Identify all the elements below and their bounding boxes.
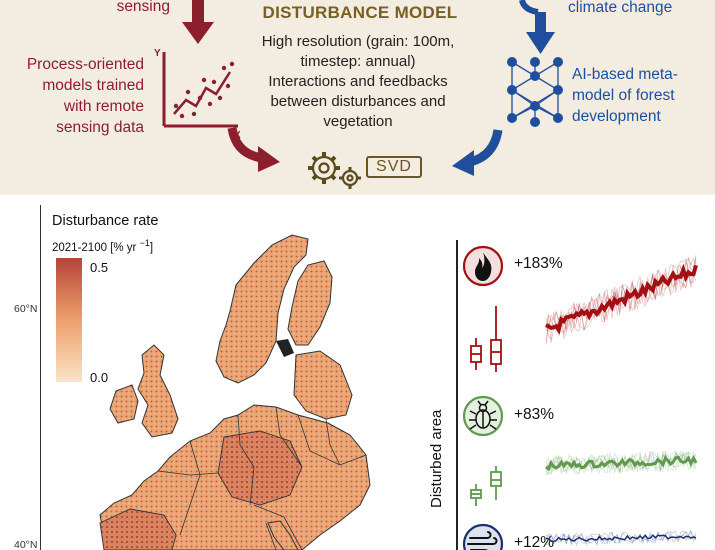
bark-beetle-icon <box>462 395 504 437</box>
latitude-60-label: 60°N <box>14 303 38 315</box>
country-borders <box>157 406 367 550</box>
region-britain <box>137 344 179 438</box>
series-sample-line <box>545 450 697 476</box>
region-iberia <box>99 508 177 550</box>
region-finland <box>287 260 333 346</box>
left-top-fragment: sensing <box>116 0 170 15</box>
gear-icon <box>308 152 361 189</box>
legend-title: Disturbance rate <box>52 213 159 229</box>
center-description: High resolution (grain: 100m, timestep: … <box>240 32 476 132</box>
center-line: Interactions and feedbacks <box>268 73 448 90</box>
wind-icon <box>462 523 504 550</box>
right-top-fragment: climate change <box>568 0 673 16</box>
region-scandinavia <box>215 234 309 384</box>
center-title: DISTURBANCE MODEL <box>262 3 458 22</box>
europe-disturbance-map <box>40 205 371 550</box>
left-label-line: with remote <box>63 98 144 115</box>
left-label: Process-oriented models trained with rem… <box>12 54 144 138</box>
arrow-down-icon <box>182 0 214 44</box>
legend-colorbar <box>56 258 82 382</box>
curved-arrow-icon <box>452 129 503 176</box>
series-sample-line <box>545 451 697 475</box>
center-line: vegetation <box>323 113 393 130</box>
y-axis-line <box>456 240 458 550</box>
series-sample-line <box>545 530 697 546</box>
wind-change: +12% <box>514 534 555 550</box>
boxplot-icon <box>470 466 502 506</box>
right-label-line: AI-based meta- <box>572 66 678 83</box>
svd-logo-text: SVD <box>376 158 412 175</box>
model-overview-panel <box>0 0 715 195</box>
legend-subtitle-close: ] <box>149 241 154 254</box>
series-sample-line <box>545 530 697 547</box>
wind-series <box>545 529 697 547</box>
gulf-of-bothnia <box>276 339 294 357</box>
legend-max: 0.5 <box>90 260 109 275</box>
fire-change: +183% <box>514 255 563 272</box>
curved-arrow-icon <box>227 127 280 172</box>
region-italy <box>267 520 299 550</box>
legend-subtitle-sup: −1 <box>139 238 150 248</box>
svd-logo: SVD <box>366 156 422 178</box>
legend-min: 0.0 <box>90 370 109 385</box>
right-label-line: development <box>572 108 661 125</box>
center-line: between disturbances and <box>270 93 446 110</box>
region-central <box>217 430 303 506</box>
right-label: AI-based meta- model of forest developme… <box>572 64 712 127</box>
legend-subtitle-text: 2021-2100 [% yr <box>52 241 140 254</box>
right-label-line: model of forest <box>572 87 675 104</box>
series-mean-line <box>545 454 698 472</box>
region-baltic <box>293 350 353 420</box>
disturbance-time-series <box>545 254 698 547</box>
disturbed-area-axis-label: Disturbed area <box>428 409 445 508</box>
left-label-line: Process-oriented <box>26 56 144 73</box>
curved-arrow-icon <box>519 0 539 15</box>
legend-subtitle: 2021-2100 [% yr −1] <box>52 238 153 254</box>
series-mean-line <box>545 263 698 335</box>
series-mean-line <box>545 534 697 543</box>
left-label-line: sensing data <box>56 119 144 136</box>
region-ireland <box>109 384 139 424</box>
latitude-40-label: 40°N <box>14 539 38 550</box>
bark-beetle-change: +83% <box>514 406 555 423</box>
arrow-down-icon <box>526 12 555 54</box>
svg-text:Y: Y <box>154 48 161 59</box>
left-label-line: models trained <box>42 77 144 94</box>
boxplot-icon <box>470 306 502 372</box>
neural-network-icon <box>507 57 563 127</box>
center-line: High resolution (grain: 100m, <box>261 33 455 50</box>
center-line: timestep: annual) <box>300 53 416 70</box>
fire-icon <box>462 245 504 287</box>
bark-beetle-series <box>545 450 698 476</box>
series-sample-line <box>545 451 697 474</box>
fire-series <box>545 254 698 345</box>
